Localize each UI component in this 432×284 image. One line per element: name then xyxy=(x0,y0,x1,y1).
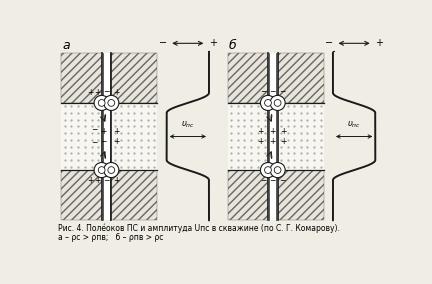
Text: −: − xyxy=(325,38,334,48)
Bar xyxy=(102,103,111,170)
Text: +: + xyxy=(114,127,120,135)
Text: +: + xyxy=(88,176,94,185)
Text: −: − xyxy=(103,87,110,97)
Text: $\upsilon_{пс}$: $\upsilon_{пс}$ xyxy=(181,119,195,130)
Bar xyxy=(268,170,278,220)
Circle shape xyxy=(94,95,109,110)
Text: −: − xyxy=(159,38,167,48)
Text: −: − xyxy=(270,176,276,185)
Bar xyxy=(278,170,324,220)
Text: +: + xyxy=(113,176,119,185)
Text: +: + xyxy=(100,127,107,135)
Bar xyxy=(278,53,324,103)
Text: −: − xyxy=(91,126,97,134)
Circle shape xyxy=(270,95,285,110)
Text: +: + xyxy=(270,137,276,147)
Bar xyxy=(228,170,268,220)
Circle shape xyxy=(260,162,276,178)
Bar xyxy=(228,53,268,103)
Text: +: + xyxy=(209,38,216,48)
Text: +: + xyxy=(94,87,100,97)
Text: +: + xyxy=(280,127,286,135)
Text: а – ρс > ρпв;   б – ρпв > ρс: а – ρс > ρпв; б – ρпв > ρс xyxy=(58,233,164,242)
Bar xyxy=(61,53,102,103)
Text: +: + xyxy=(114,137,120,147)
Text: +: + xyxy=(280,137,286,147)
Circle shape xyxy=(104,162,119,178)
Text: +: + xyxy=(94,176,100,185)
Bar xyxy=(61,103,102,170)
Circle shape xyxy=(98,99,105,106)
Text: a: a xyxy=(63,39,70,52)
Text: −: − xyxy=(103,176,110,185)
Circle shape xyxy=(104,95,119,110)
Text: −: − xyxy=(279,176,286,185)
Circle shape xyxy=(274,167,281,174)
Text: б: б xyxy=(229,39,237,52)
Circle shape xyxy=(108,167,114,174)
Text: +: + xyxy=(113,87,119,97)
Bar xyxy=(102,170,111,220)
Bar xyxy=(268,53,278,103)
Text: −: − xyxy=(270,87,276,97)
Text: Рис. 4. Поле́оков ПС и амплитуда Uпс в скважине (по С. Г. Комарову).: Рис. 4. Поле́оков ПС и амплитуда Uпс в с… xyxy=(58,224,340,233)
Circle shape xyxy=(260,95,276,110)
Bar xyxy=(111,53,158,103)
Text: −: − xyxy=(260,87,267,97)
Text: +: + xyxy=(257,127,264,135)
Bar xyxy=(102,53,111,103)
Text: −: − xyxy=(260,176,267,185)
Circle shape xyxy=(274,99,281,106)
Circle shape xyxy=(270,162,285,178)
Circle shape xyxy=(98,167,105,174)
Bar xyxy=(111,170,158,220)
Text: −: − xyxy=(91,139,97,147)
Bar xyxy=(111,103,158,170)
Circle shape xyxy=(264,167,271,174)
Text: +: + xyxy=(270,127,276,135)
Text: +: + xyxy=(375,38,383,48)
Bar xyxy=(61,170,102,220)
Bar xyxy=(228,103,268,170)
Text: −: − xyxy=(100,137,107,147)
Circle shape xyxy=(264,99,271,106)
Bar xyxy=(278,103,324,170)
Circle shape xyxy=(94,162,109,178)
Text: +: + xyxy=(88,87,94,97)
Text: +: + xyxy=(257,137,264,147)
Circle shape xyxy=(108,99,114,106)
Text: −: − xyxy=(279,87,286,97)
Bar xyxy=(268,103,278,170)
Text: $\upsilon_{пс}$: $\upsilon_{пс}$ xyxy=(347,119,361,130)
